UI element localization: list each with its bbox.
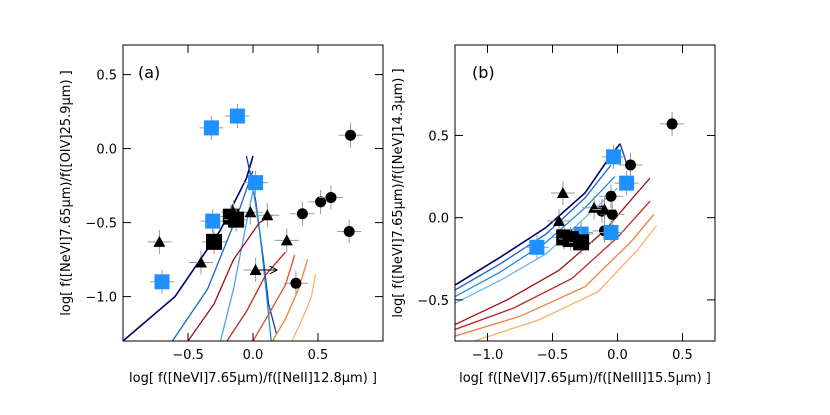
point-square-blue [229, 108, 245, 124]
point-triangle [556, 187, 569, 198]
y-axis-label: log[ f([NeVI]7.65μm)/f([OIV]25.9μm) ] [59, 70, 74, 316]
point-square-blue [203, 120, 219, 136]
model-line [226, 251, 286, 341]
y-tick-label: −0.5 [85, 217, 117, 232]
point-square-blue [205, 213, 221, 229]
panel-label: (a) [138, 63, 160, 82]
model-line [291, 274, 317, 341]
point-circle [343, 225, 355, 237]
model-line [219, 178, 257, 341]
model-line [455, 176, 616, 298]
point-triangle [244, 206, 257, 218]
point-square-blue [248, 175, 264, 191]
point-square-blue [606, 149, 622, 165]
point-triangle [588, 201, 601, 213]
x-tick-label: 0.0 [607, 348, 628, 363]
model-line [271, 259, 309, 341]
y-tick-label: 0.5 [96, 69, 117, 84]
panel-a: −0.5 0.0 0.5 −1.0 −0.5 0.0 0.5 (a) log[ f([NeVI]… [59, 44, 384, 386]
point-triangle [195, 256, 207, 268]
y-axis-label: log[ f([NeVI]7.65μm)/f([NeV]14.3μm) ] [391, 68, 406, 317]
point-square-black [228, 211, 245, 228]
model-line [455, 164, 612, 291]
panel-b: −1.0 −0.5 0.0 0.5 −0.5 0.0 0.5 (b) log[ f([NeVI]… [391, 44, 716, 386]
data-points [147, 104, 363, 296]
point-square-blue [603, 224, 619, 240]
point-triangle [280, 234, 293, 246]
y-tick-label: 0.5 [428, 129, 449, 144]
point-circle [666, 118, 678, 130]
model-line [474, 225, 658, 341]
point-circle [315, 196, 327, 208]
x-axis-label: log[ f([NeVI]7.65μm)/f([NeIII]15.5μm) ] [459, 371, 711, 386]
x-axis-label: log[ f([NeVI]7.65μm)/f([NeII]12.8μm) ] [129, 371, 377, 386]
point-square-blue [529, 239, 545, 255]
model-line [455, 200, 651, 331]
point-circle [606, 208, 618, 220]
model-line [455, 143, 621, 286]
point-square-black [206, 233, 222, 250]
model-line [455, 177, 651, 326]
point-circle [290, 277, 302, 289]
x-tick-label: 0.5 [308, 348, 329, 363]
point-square-blue [619, 175, 635, 191]
x-tick-label: −1.0 [472, 348, 504, 363]
point-circle [325, 191, 337, 203]
point-triangle [261, 209, 274, 221]
model-grid [455, 143, 658, 341]
point-triangle [553, 214, 565, 226]
x-tick-label: −0.5 [172, 348, 204, 363]
point-circle [605, 190, 617, 202]
point-square-blue [154, 274, 170, 290]
point-square-black [573, 234, 590, 251]
point-triangle [153, 235, 166, 247]
y-tick-label: 0.0 [428, 212, 449, 227]
model-line [455, 213, 655, 337]
point-circle [625, 159, 636, 171]
model-line [252, 255, 296, 341]
point-circle [345, 129, 356, 141]
plot-frame [454, 44, 716, 342]
data-points [524, 111, 685, 260]
y-tick-label: −0.5 [417, 294, 449, 309]
model-line [171, 170, 254, 341]
model-line [123, 155, 254, 341]
point-triangle [598, 203, 611, 215]
x-tick-label: 0.0 [243, 348, 264, 363]
x-tick-label: −0.5 [537, 348, 569, 363]
x-tick-label: 0.5 [672, 348, 693, 363]
y-tick-label: −1.0 [85, 291, 117, 306]
y-tick-label: 0.0 [96, 143, 117, 158]
point-circle [296, 208, 308, 220]
panel-label: (b) [472, 63, 495, 82]
